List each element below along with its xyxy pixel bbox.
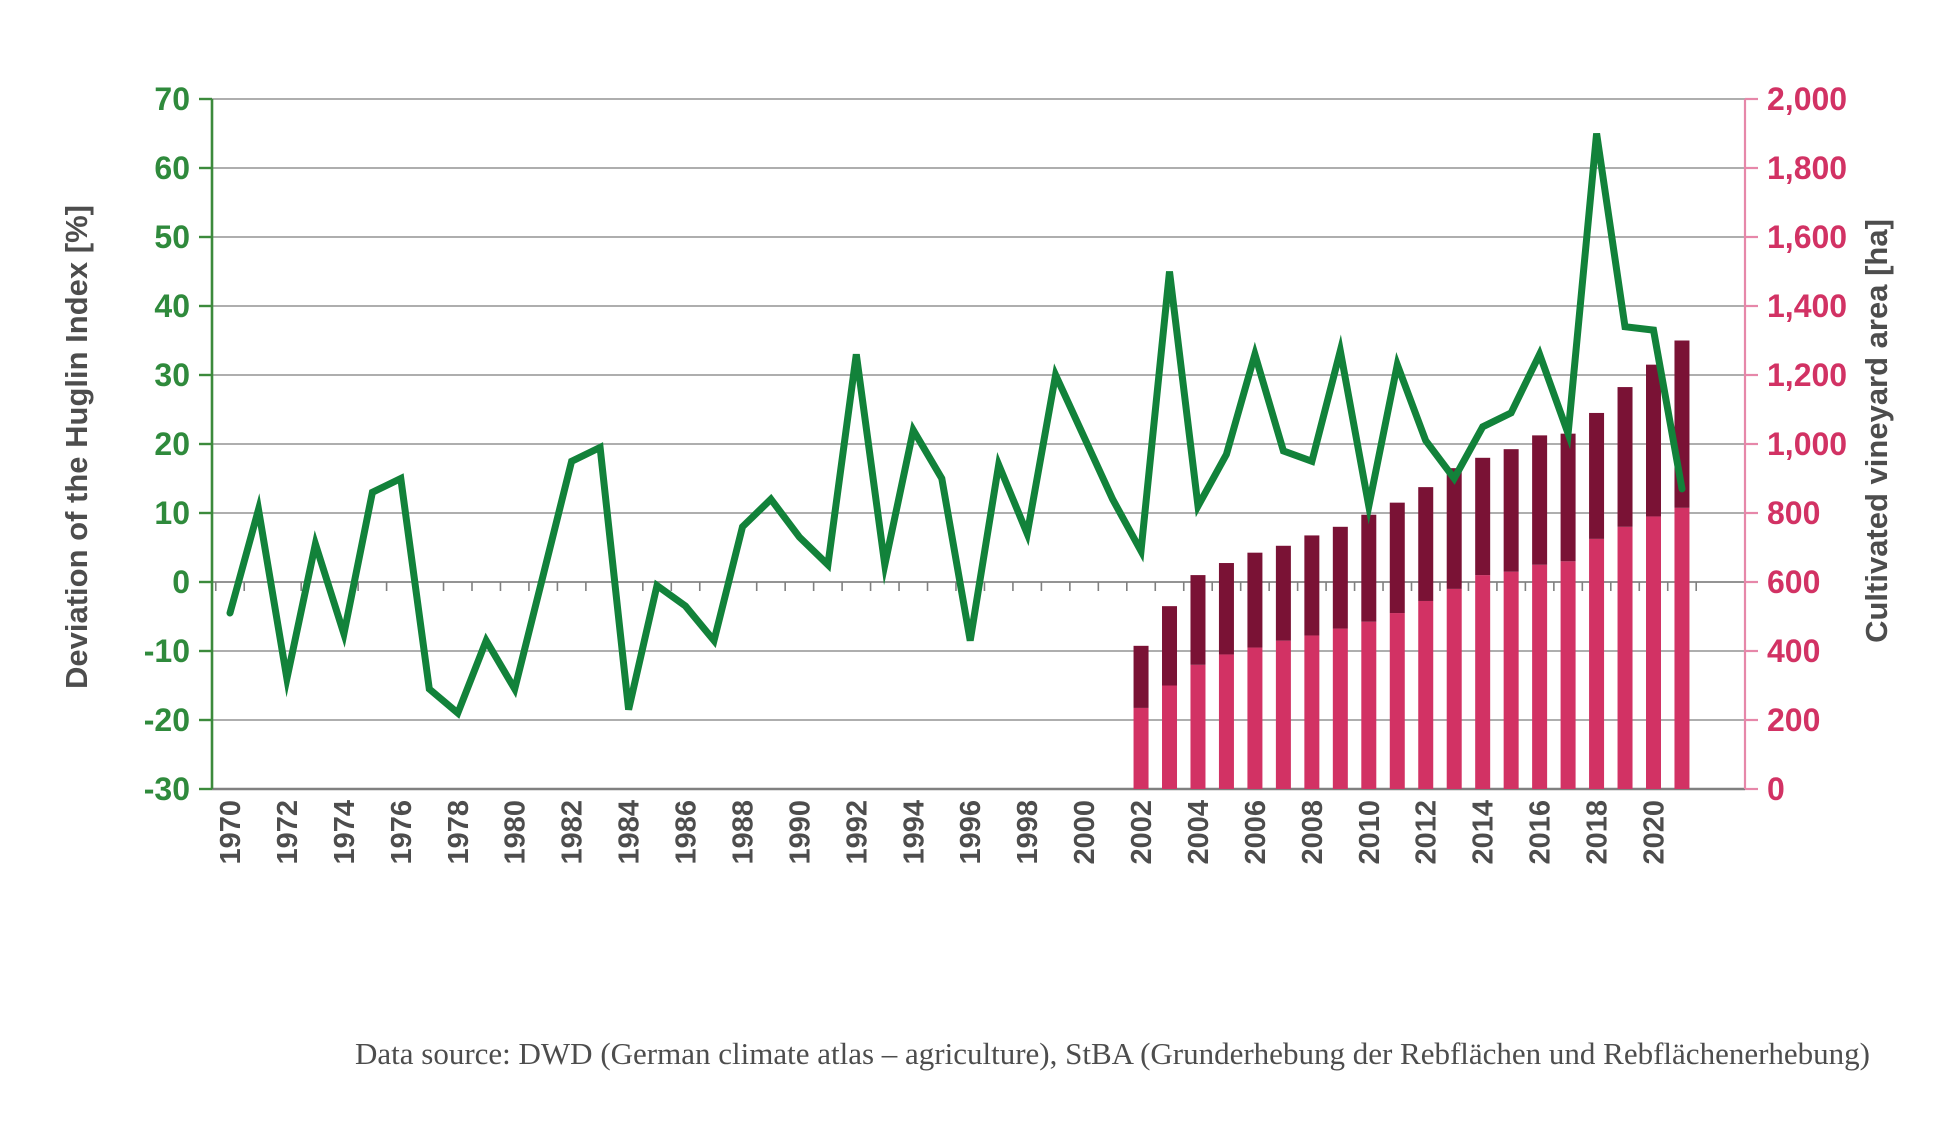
left-axis-tick-label: 20: [154, 426, 190, 462]
left-axis-tick-label: 0: [172, 564, 190, 600]
year-label-2006: 2006: [1240, 800, 1272, 865]
left-axis-tick-label: 70: [154, 81, 190, 117]
year-label-2020: 2020: [1639, 800, 1671, 865]
right-axis-tick-label: 0: [1767, 771, 1785, 807]
year-label-1992: 1992: [841, 800, 873, 865]
left-axis-tick-label: 50: [154, 219, 190, 255]
bar-merlot-2021: [1674, 507, 1690, 789]
bar-merlot-2005: [1218, 654, 1234, 789]
year-label-1986: 1986: [671, 800, 703, 865]
right-axis-tick-label: 400: [1767, 633, 1820, 669]
right-axis-title: Cultivated vineyard area [ha]: [1859, 219, 1894, 643]
bar-cabernet-2015: [1503, 449, 1519, 572]
bar-cabernet-2003: [1162, 606, 1178, 686]
bar-cabernet-2019: [1617, 387, 1633, 527]
bar-cabernet-2012: [1418, 487, 1434, 601]
left-axis-title: Deviation of the Huglin Index [%]: [59, 205, 94, 689]
bar-cabernet-2006: [1247, 552, 1263, 648]
year-label-1970: 1970: [215, 800, 247, 865]
right-axis-tick-label: 1,200: [1767, 357, 1847, 393]
data-source-text: Data source: DWD (German climate atlas –…: [355, 1036, 1870, 1071]
bar-merlot-2004: [1190, 664, 1206, 789]
right-axis-tick-label: 1,000: [1767, 426, 1847, 462]
year-label-1998: 1998: [1012, 800, 1044, 865]
bar-cabernet-2009: [1332, 526, 1348, 629]
bar-cabernet-2020: [1646, 364, 1661, 517]
bar-cabernet-2014: [1475, 457, 1491, 576]
year-label-2016: 2016: [1525, 800, 1557, 865]
bar-merlot-2018: [1589, 538, 1605, 789]
left-axis-tick-label: -30: [144, 771, 190, 807]
bar-cabernet-2016: [1532, 435, 1548, 565]
right-axis-tick-label: 1,400: [1767, 288, 1847, 324]
right-axis-tick-label: 1,800: [1767, 150, 1847, 186]
year-label-1996: 1996: [955, 800, 987, 865]
bar-merlot-2017: [1560, 561, 1576, 789]
left-axis-tick-label: -10: [144, 633, 190, 669]
year-label-1984: 1984: [614, 800, 646, 865]
year-label-1976: 1976: [386, 800, 418, 865]
year-label-1974: 1974: [329, 800, 361, 865]
bar-cabernet-2005: [1218, 563, 1234, 655]
year-label-2000: 2000: [1069, 800, 1101, 865]
huglin-index-line: [226, 132, 1686, 719]
right-axis-tick-label: 2,000: [1767, 81, 1847, 117]
year-label-2010: 2010: [1354, 800, 1386, 865]
bar-merlot-2007: [1275, 640, 1291, 789]
bar-merlot-2013: [1446, 588, 1462, 789]
year-label-2002: 2002: [1126, 800, 1158, 865]
year-label-1982: 1982: [557, 800, 589, 865]
bar-cabernet-2017: [1560, 433, 1576, 562]
legend: Deviation of the Huglin Index from the m…: [0, 905, 1949, 1015]
bar-merlot-2003: [1162, 685, 1178, 789]
year-label-2004: 2004: [1183, 800, 1215, 865]
bar-merlot-2019: [1617, 526, 1633, 789]
bar-merlot-2015: [1503, 571, 1519, 789]
chart-plot-area: -30 -20 -10 0 10 20 30 40 50 60 70 0 200 400 600 800 1,0…: [144, 81, 1847, 865]
right-axis-tick-label: 1,600: [1767, 219, 1847, 255]
year-label-2018: 2018: [1582, 800, 1614, 865]
bar-merlot-2011: [1389, 613, 1405, 789]
bar-cabernet-2011: [1389, 502, 1405, 614]
bar-merlot-2020: [1646, 516, 1661, 789]
year-label-1972: 1972: [272, 800, 304, 865]
bar-cabernet-2013: [1446, 468, 1462, 589]
bar-cabernet-2007: [1275, 545, 1291, 641]
year-label-1990: 1990: [784, 800, 816, 865]
bar-merlot-2012: [1418, 600, 1434, 789]
year-label-1980: 1980: [500, 800, 532, 865]
left-axis-tick-label: 30: [154, 357, 190, 393]
year-label-2008: 2008: [1297, 800, 1329, 865]
right-axis-tick-label: 800: [1767, 495, 1820, 531]
bar-merlot-2008: [1304, 635, 1320, 789]
year-label-2014: 2014: [1468, 800, 1500, 865]
left-axis-tick-label: 60: [154, 150, 190, 186]
left-axis-tick-label: 10: [154, 495, 190, 531]
year-label-1988: 1988: [727, 800, 759, 865]
year-label-1978: 1978: [443, 800, 475, 865]
bar-cabernet-2002: [1133, 645, 1149, 708]
left-axis-tick-label: -20: [144, 702, 190, 738]
bar-merlot-2010: [1361, 621, 1377, 789]
year-label-2012: 2012: [1411, 800, 1443, 865]
bar-cabernet-2018: [1589, 412, 1605, 539]
bar-cabernet-2004: [1190, 575, 1206, 665]
bar-cabernet-2008: [1304, 535, 1320, 636]
bar-merlot-2014: [1475, 575, 1491, 789]
year-label-1994: 1994: [898, 800, 930, 865]
right-axis-tick-label: 200: [1767, 702, 1820, 738]
bar-cabernet-2010: [1361, 514, 1377, 622]
bar-merlot-2006: [1247, 647, 1263, 789]
bar-merlot-2016: [1532, 564, 1548, 789]
right-axis-tick-label: 600: [1767, 564, 1820, 600]
left-axis-tick-label: 40: [154, 288, 190, 324]
bar-merlot-2002: [1133, 707, 1149, 789]
bar-merlot-2009: [1332, 628, 1348, 789]
